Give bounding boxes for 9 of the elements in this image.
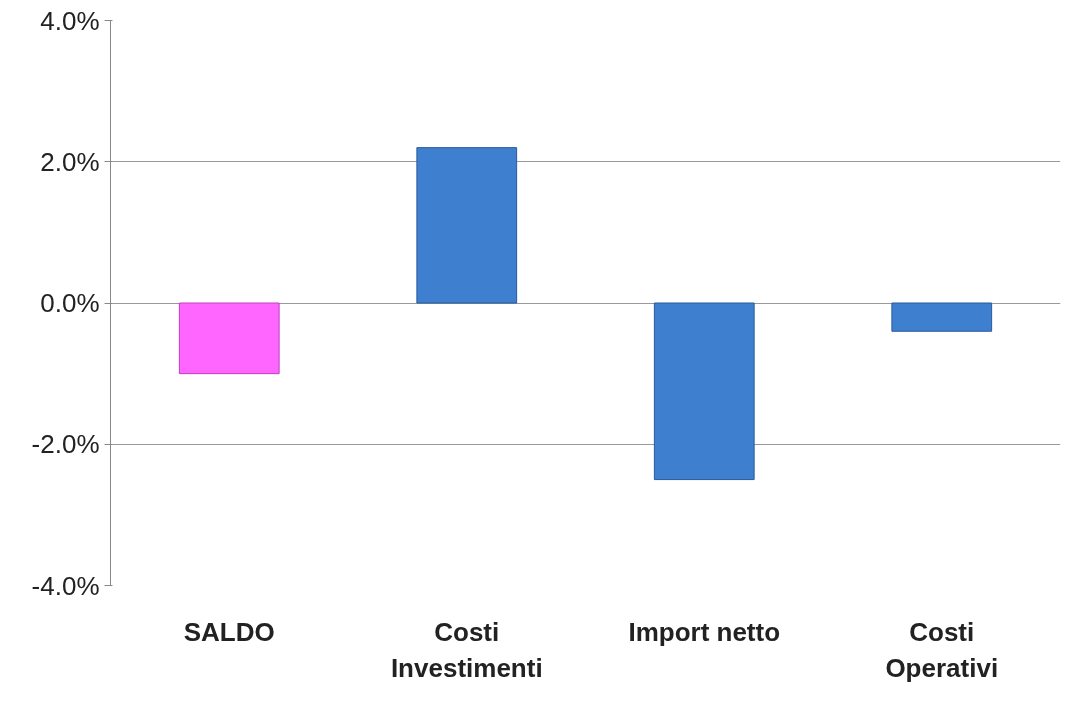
y-tick-label: 2.0%: [40, 146, 100, 177]
y-tick-label: 4.0%: [40, 5, 100, 36]
x-tick-label: Import netto: [628, 616, 781, 647]
y-tick-label: -4.0%: [31, 570, 100, 601]
x-tick-label: Costi Operativi: [885, 616, 999, 683]
x-tick-label: Costi Investimenti: [390, 616, 543, 683]
y-tick-label: -2.0%: [31, 429, 100, 460]
y-tick-label: 0.0%: [40, 288, 100, 318]
x-tick-label: SALDO: [183, 616, 275, 647]
